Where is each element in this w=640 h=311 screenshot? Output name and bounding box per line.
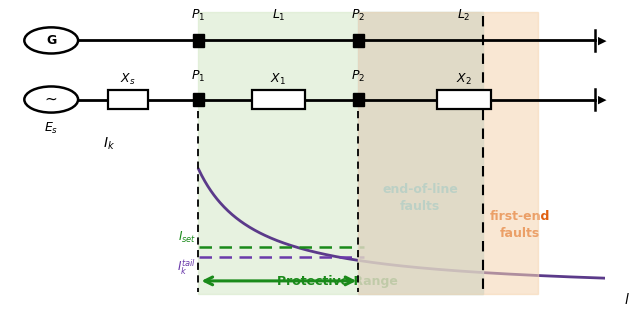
Text: first-end
faults: first-end faults bbox=[490, 211, 550, 240]
Text: $X_2$: $X_2$ bbox=[456, 72, 472, 87]
Text: $X_s$: $X_s$ bbox=[120, 72, 136, 87]
Text: $X_1$: $X_1$ bbox=[271, 72, 286, 87]
Text: $P_1$: $P_1$ bbox=[191, 69, 205, 84]
Text: Protective Range: Protective Range bbox=[277, 275, 397, 288]
Text: $I_k^{tail}$: $I_k^{tail}$ bbox=[177, 258, 196, 277]
Text: $I_k$: $I_k$ bbox=[102, 135, 115, 151]
Text: ~: ~ bbox=[45, 92, 58, 107]
Text: $E_s$: $E_s$ bbox=[44, 121, 58, 136]
Text: G: G bbox=[46, 34, 56, 47]
Text: $P_1$: $P_1$ bbox=[191, 8, 205, 23]
Text: ▶: ▶ bbox=[598, 95, 607, 104]
Text: end-of-line
faults: end-of-line faults bbox=[382, 183, 458, 213]
Text: $L_1$: $L_1$ bbox=[271, 8, 285, 23]
Text: $P_2$: $P_2$ bbox=[351, 8, 365, 23]
Text: $P_2$: $P_2$ bbox=[351, 69, 365, 84]
Text: $l$: $l$ bbox=[624, 292, 630, 307]
Text: ▶: ▶ bbox=[598, 35, 607, 45]
Text: $I_{set}$: $I_{set}$ bbox=[178, 230, 196, 245]
Text: $L_2$: $L_2$ bbox=[457, 8, 471, 23]
